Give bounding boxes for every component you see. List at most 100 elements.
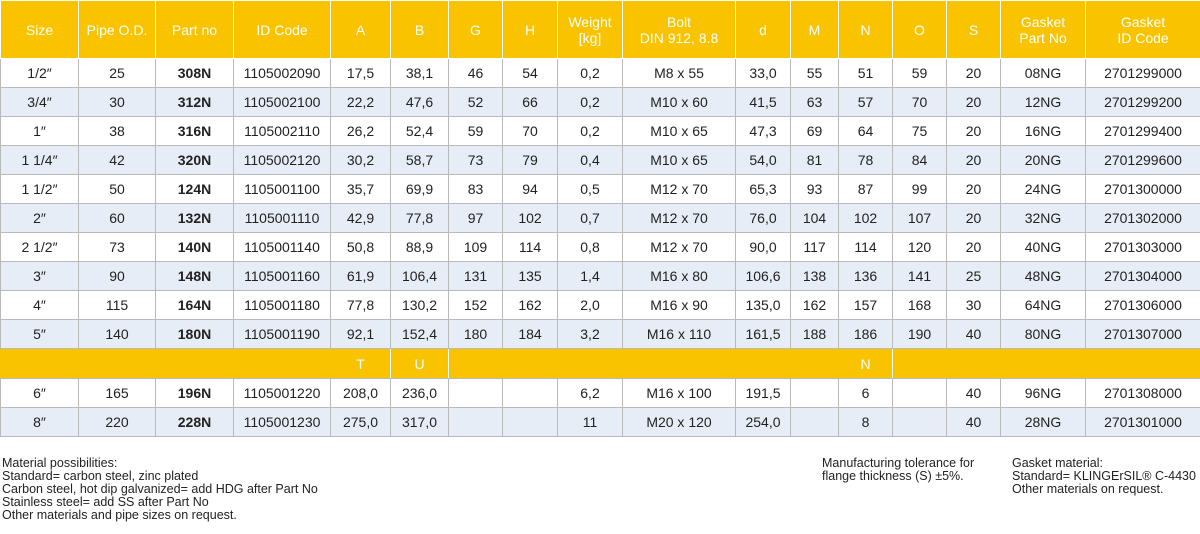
cell: 25	[78, 58, 156, 88]
cell: 1105001110	[233, 203, 331, 233]
cell: 41,5	[735, 87, 791, 117]
cell: 33,0	[735, 58, 791, 88]
note-line: Standard= carbon steel, zinc plated	[2, 469, 199, 483]
cell: 148N	[155, 261, 234, 291]
cell: 1105001140	[233, 232, 331, 262]
cell: 75	[892, 116, 947, 146]
header-line: Gasket	[1020, 13, 1066, 30]
cell: 38	[78, 116, 156, 146]
cell: 61,9	[330, 261, 391, 291]
cell: 3,2	[557, 319, 623, 349]
cell: M8 x 55	[622, 58, 736, 88]
cell: 24NG	[1000, 174, 1086, 204]
cell: M10 x 65	[622, 116, 736, 146]
cell: 52	[448, 87, 503, 117]
cell: 64	[838, 116, 893, 146]
cell: 40	[946, 378, 1001, 408]
cell: 114	[838, 232, 893, 262]
cell: 236,0	[390, 378, 449, 408]
note-line: Carbon steel, hot dip galvanized= add HD…	[2, 482, 318, 496]
cell: M10 x 60	[622, 87, 736, 117]
cell: 2701304000	[1085, 261, 1200, 291]
cell: 184	[502, 319, 558, 349]
header-cell: B	[390, 0, 449, 59]
header-cell: S	[946, 0, 1001, 59]
cell: 2701307000	[1085, 319, 1200, 349]
cell: 35,7	[330, 174, 391, 204]
cell: 20	[946, 174, 1001, 204]
cell: 59	[448, 116, 503, 146]
cell: 50	[78, 174, 156, 204]
cell: 102	[838, 203, 893, 233]
cell: 2701308000	[1085, 378, 1200, 408]
cell: 161,5	[735, 319, 791, 349]
cell: 87	[838, 174, 893, 204]
subheader-empty	[622, 348, 736, 379]
subheader-cell: U	[390, 348, 449, 379]
cell: 12NG	[1000, 87, 1086, 117]
cell: M16 x 90	[622, 290, 736, 320]
header-cell: Gasket ID Code	[1085, 0, 1200, 59]
spec-table: Size Pipe O.D. Part no ID Code A B G H Weight [kg…	[0, 0, 1200, 437]
cell: 2 1/2″	[0, 232, 79, 262]
cell: 320N	[155, 145, 234, 175]
note-line: flange thickness (S) ±5%.	[822, 469, 964, 483]
cell: 90,0	[735, 232, 791, 262]
cell: 2701303000	[1085, 232, 1200, 262]
cell: 107	[892, 203, 947, 233]
cell: 0,2	[557, 58, 623, 88]
cell: 30	[946, 290, 1001, 320]
subheader-empty	[946, 348, 1001, 379]
cell: 20	[946, 203, 1001, 233]
cell: 80NG	[1000, 319, 1086, 349]
cell: 47,6	[390, 87, 449, 117]
subheader-empty	[1000, 348, 1086, 379]
header-cell: N	[838, 0, 893, 59]
cell: 57	[838, 87, 893, 117]
cell: 141	[892, 261, 947, 291]
cell: 90	[78, 261, 156, 291]
header-line: ID Code	[1117, 29, 1169, 46]
cell: 140N	[155, 232, 234, 262]
cell: 28NG	[1000, 407, 1086, 437]
subheader-empty	[892, 348, 947, 379]
cell: M12 x 70	[622, 203, 736, 233]
cell: M12 x 70	[622, 232, 736, 262]
data-row: 5″ 140 180N 1105001190 92,1 152,4 180 184 3,2 M16…	[0, 319, 1200, 349]
cell: 191,5	[735, 378, 791, 408]
cell: 2701299200	[1085, 87, 1200, 117]
cell: 254,0	[735, 407, 791, 437]
cell: 1105002110	[233, 116, 331, 146]
cell: 2701302000	[1085, 203, 1200, 233]
cell: 275,0	[330, 407, 391, 437]
cell: 81	[790, 145, 839, 175]
note-line: Gasket material:	[1012, 456, 1104, 470]
cell: 2701306000	[1085, 290, 1200, 320]
data-row: 3/4″ 30 312N 1105002100 22,2 47,6 52 66 0,2 M10 x…	[0, 87, 1200, 117]
cell: 84	[892, 145, 947, 175]
cell: 65,3	[735, 174, 791, 204]
data-row: 1″ 38 316N 1105002110 26,2 52,4 59 70 0,2 M10 x 6…	[0, 116, 1200, 146]
header-row: Size Pipe O.D. Part no ID Code A B G H Weight [kg…	[0, 0, 1200, 59]
cell: 131	[448, 261, 503, 291]
cell: 92,1	[330, 319, 391, 349]
cell: 157	[838, 290, 893, 320]
subheader-empty	[735, 348, 791, 379]
gasket-note: Gasket material: Standard= KLINGErSIL® C-…	[1012, 457, 1196, 496]
cell: 26,2	[330, 116, 391, 146]
cell: 70	[502, 116, 558, 146]
header-cell: Size	[0, 0, 79, 59]
cell: 38,1	[390, 58, 449, 88]
subheader-empty	[0, 348, 79, 379]
cell: M10 x 65	[622, 145, 736, 175]
cell: 11	[557, 407, 623, 437]
header-cell: Pipe O.D.	[78, 0, 156, 59]
cell: 94	[502, 174, 558, 204]
cell: 08NG	[1000, 58, 1086, 88]
cell: 109	[448, 232, 503, 262]
cell: 1 1/4″	[0, 145, 79, 175]
cell: 132N	[155, 203, 234, 233]
cell: 50,8	[330, 232, 391, 262]
cell: 2″	[0, 203, 79, 233]
